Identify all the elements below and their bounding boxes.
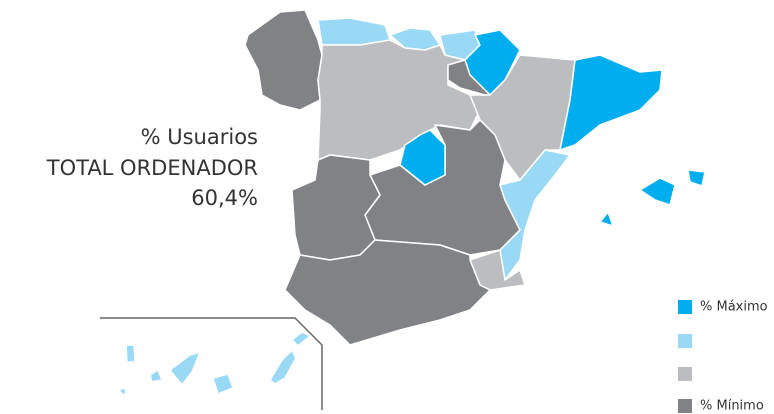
title-line: TOTAL ORDENADOR [46, 156, 258, 180]
region [212, 373, 234, 395]
region [639, 177, 676, 206]
legend-swatch [678, 334, 692, 348]
region [284, 239, 491, 346]
region [687, 169, 706, 187]
region [125, 344, 136, 363]
region [399, 129, 446, 186]
region [317, 39, 481, 161]
region [559, 54, 663, 151]
region [317, 17, 391, 46]
region [244, 9, 323, 111]
legend-swatch [678, 367, 692, 381]
region [149, 369, 163, 383]
region [169, 351, 201, 386]
region [117, 387, 127, 397]
legend-label: % Mínimo [700, 399, 764, 414]
region [291, 331, 311, 347]
region [269, 349, 297, 385]
legend-swatch [678, 399, 692, 413]
legend-swatch [678, 300, 692, 314]
regions [117, 9, 706, 397]
canarias-frame [100, 317, 323, 410]
title-value: 60,4% [191, 186, 258, 210]
legend: % Máximo % Mínimo [678, 300, 768, 414]
region [599, 211, 614, 227]
legend-label: % Máximo [700, 300, 768, 315]
region [291, 154, 381, 261]
title-line: % Usuarios [141, 125, 258, 149]
